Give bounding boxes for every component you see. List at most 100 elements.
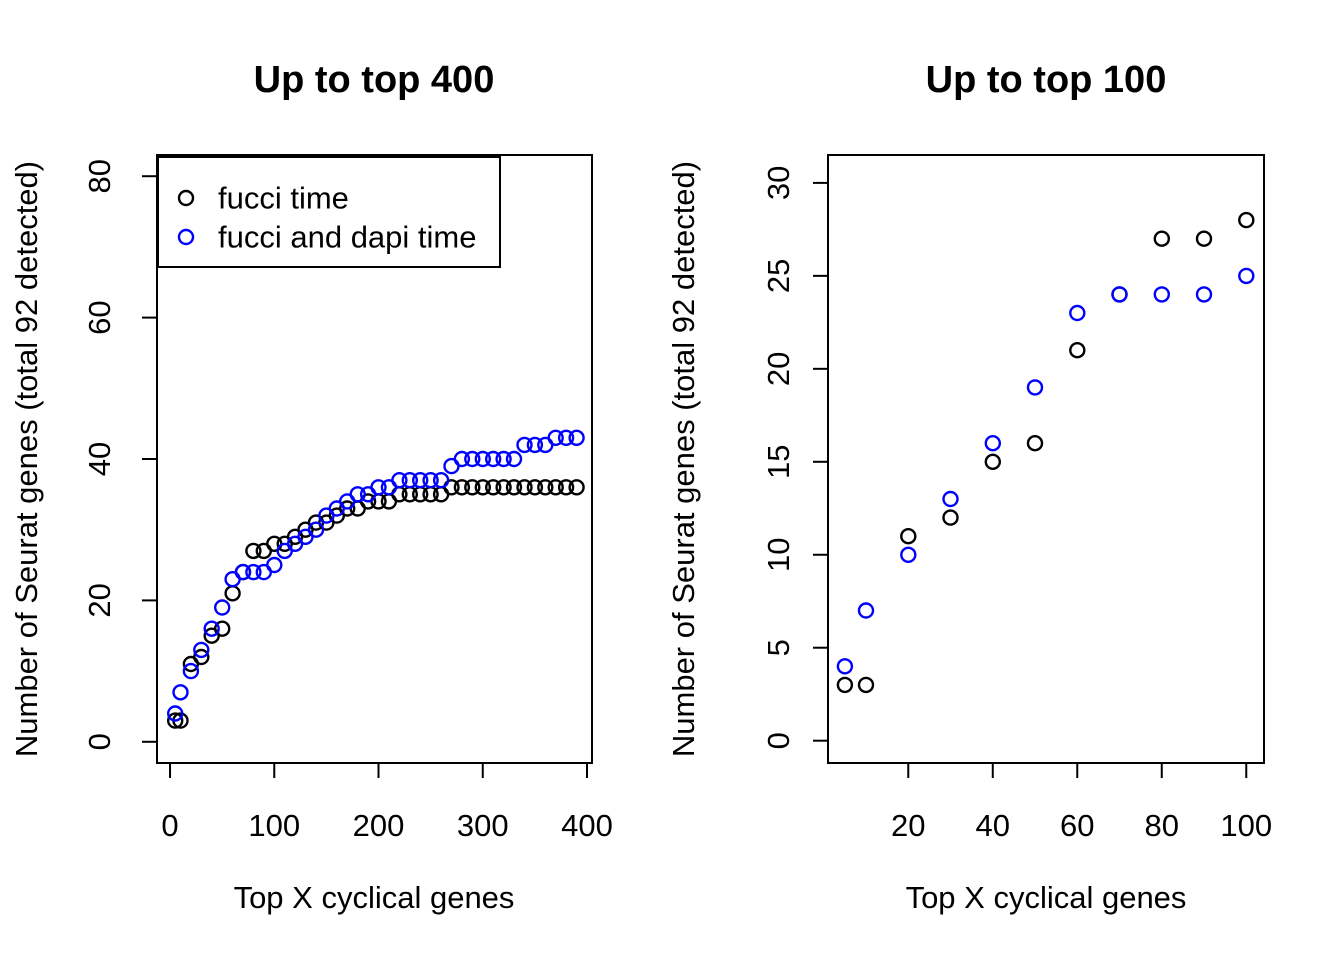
y-tick-label: 20 xyxy=(82,583,117,617)
data-point xyxy=(516,479,533,496)
plot-box xyxy=(827,154,1265,764)
data-point xyxy=(453,450,471,468)
data-point xyxy=(474,450,491,468)
data-point xyxy=(568,429,585,446)
x-axis-title: Top X cyclical genes xyxy=(906,880,1187,915)
data-point xyxy=(401,472,418,489)
data-point xyxy=(1153,230,1171,247)
y-tick-label: 25 xyxy=(761,259,796,293)
data-point xyxy=(984,453,1001,470)
data-point xyxy=(505,450,523,468)
data-point xyxy=(172,684,189,701)
data-point xyxy=(1195,230,1213,247)
x-tick-label: 300 xyxy=(457,808,509,843)
x-tick-label: 200 xyxy=(353,808,405,843)
data-point xyxy=(464,450,481,468)
data-point xyxy=(245,542,262,560)
data-point xyxy=(245,563,262,581)
data-point xyxy=(412,472,429,489)
y-tick-label: 0 xyxy=(82,733,117,750)
x-axis-title: Top X cyclical genes xyxy=(234,880,515,915)
data-point xyxy=(213,620,231,637)
data-point xyxy=(984,435,1001,452)
data-point xyxy=(1153,286,1171,303)
plot-area: 20 40 60 80 100 0 5 10 15 20 25 30 xyxy=(761,154,1272,843)
data-point xyxy=(557,429,575,446)
series-fucci-and-dapi-time xyxy=(836,267,1255,675)
data-point xyxy=(505,479,523,496)
data-point xyxy=(432,472,450,489)
legend-marker-fucci-time-icon xyxy=(177,189,195,207)
data-point xyxy=(193,648,210,666)
data-point xyxy=(857,676,875,694)
data-point xyxy=(166,712,184,729)
data-point xyxy=(526,479,544,496)
data-point xyxy=(391,472,408,489)
x-tick-label: 20 xyxy=(891,808,925,843)
data-point xyxy=(900,528,917,545)
y-axis-title: Number of Seurat genes (total 92 detecte… xyxy=(666,161,701,757)
y-tick-label: 40 xyxy=(82,442,117,476)
data-point xyxy=(1026,379,1044,396)
data-point xyxy=(464,479,481,496)
data-point xyxy=(485,450,502,468)
data-point xyxy=(234,563,252,581)
data-point xyxy=(339,500,356,517)
panel-up-to-top-400: Up to top 400 Top X cyclical genes Numbe… xyxy=(9,59,613,915)
data-point xyxy=(547,429,564,446)
data-point xyxy=(166,705,184,722)
data-point xyxy=(547,479,564,496)
data-point xyxy=(942,509,959,526)
data-point xyxy=(526,436,544,454)
x-tick-label: 100 xyxy=(248,808,300,843)
legend-marker-fucci-and-dapi-time-icon xyxy=(177,228,195,246)
data-point xyxy=(836,676,854,694)
data-point xyxy=(349,486,366,503)
data-point xyxy=(836,658,854,675)
x-tick-label: 40 xyxy=(976,808,1010,843)
data-point xyxy=(942,490,959,508)
panel-title: Up to top 100 xyxy=(926,59,1167,101)
data-point xyxy=(857,602,875,619)
y-axis-title: Number of Seurat genes (total 92 detecte… xyxy=(9,161,44,757)
data-point xyxy=(495,450,512,468)
legend-label-fucci-and-dapi-time: fucci and dapi time xyxy=(218,220,476,255)
panel-up-to-top-100: Up to top 100 Top X cyclical genes Numbe… xyxy=(666,59,1272,915)
x-tick-label: 100 xyxy=(1220,808,1272,843)
x-tick-label: 400 xyxy=(561,808,613,843)
data-point xyxy=(900,546,917,563)
y-tick-label: 20 xyxy=(761,352,796,386)
data-point xyxy=(485,479,502,496)
data-point xyxy=(203,620,220,637)
data-point xyxy=(516,436,533,454)
data-point xyxy=(193,641,210,659)
data-point xyxy=(1238,211,1255,229)
y-tick-label: 80 xyxy=(82,159,117,193)
y-tick-label: 30 xyxy=(761,166,796,200)
panel-title: Up to top 400 xyxy=(254,59,495,101)
series-fucci-and-dapi-time xyxy=(166,429,585,722)
x-tick-label: 60 xyxy=(1060,808,1094,843)
y-tick-label: 10 xyxy=(761,538,796,572)
legend: fucci time fucci and dapi time xyxy=(157,156,501,268)
data-point xyxy=(1069,304,1086,322)
y-tick-label: 15 xyxy=(761,445,796,479)
data-point xyxy=(557,479,575,496)
y-tick-label: 5 xyxy=(761,639,796,656)
data-point xyxy=(537,479,554,496)
data-point xyxy=(1238,267,1255,285)
legend-label-fucci-time: fucci time xyxy=(218,181,349,216)
y-tick-label: 60 xyxy=(82,300,117,334)
legend-box xyxy=(157,156,501,268)
data-point xyxy=(307,521,325,538)
x-tick-label: 0 xyxy=(161,808,178,843)
data-point xyxy=(495,479,512,496)
data-point xyxy=(1111,286,1128,303)
x-tick-label: 80 xyxy=(1145,808,1179,843)
plot-area: 0 100 200 300 400 0 20 40 60 80 xyxy=(82,154,613,843)
data-point xyxy=(213,599,231,616)
data-point xyxy=(1069,342,1086,359)
data-point xyxy=(568,479,585,496)
